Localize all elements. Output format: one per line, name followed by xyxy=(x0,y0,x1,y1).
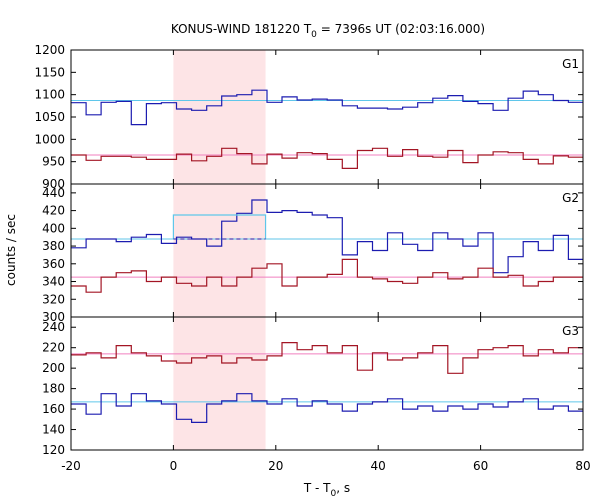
shaded-interval xyxy=(173,50,266,184)
series-red-step xyxy=(71,342,583,374)
shaded-interval xyxy=(173,317,266,450)
panel-label: G1 xyxy=(562,57,579,71)
y-tick-label: 300 xyxy=(42,310,65,324)
y-tick-label: 240 xyxy=(42,320,65,334)
x-tick-label: -20 xyxy=(61,459,81,473)
y-tick-label: 1000 xyxy=(34,132,65,146)
y-tick-label: 1150 xyxy=(34,65,65,79)
y-tick-label: 440 xyxy=(42,186,65,200)
y-tick-label: 400 xyxy=(42,221,65,235)
y-tick-label: 320 xyxy=(42,292,65,306)
x-tick-label: 60 xyxy=(473,459,488,473)
x-tick-label: 20 xyxy=(268,459,283,473)
step-fit-line xyxy=(172,214,267,239)
series-blue-step xyxy=(71,393,583,423)
y-tick-label: 420 xyxy=(42,204,65,218)
y-tick-label: 380 xyxy=(42,239,65,253)
y-tick-label: 1200 xyxy=(34,43,65,57)
x-tick-label: 40 xyxy=(371,459,386,473)
x-tick-label: 0 xyxy=(170,459,178,473)
series-blue-step xyxy=(71,89,583,126)
series-red-step xyxy=(71,147,583,169)
y-tick-label: 200 xyxy=(42,361,65,375)
panels-group: 900 950 1000 1050 1100 1150 1200 G1 300 320 340 360… xyxy=(34,43,584,457)
x-axis-label: T - T0, s xyxy=(303,481,350,499)
y-tick-label: 950 xyxy=(42,155,65,169)
panel-g1: 900 950 1000 1050 1100 1150 1200 G1 xyxy=(34,43,584,191)
y-tick-label: 140 xyxy=(42,423,65,437)
y-tick-label: 180 xyxy=(42,382,65,396)
y-axis-label: counts / sec xyxy=(4,214,18,286)
y-tick-label: 340 xyxy=(42,275,65,289)
series-red-step xyxy=(71,258,583,293)
series-blue-step xyxy=(71,199,583,274)
y-tick-label: 360 xyxy=(42,257,65,271)
panel-g3: 120 140 160 180 200 220 240 G3 xyxy=(42,316,584,457)
panel-frame xyxy=(70,183,584,318)
y-tick-label: 120 xyxy=(42,443,65,457)
panel-label: G3 xyxy=(562,324,579,338)
x-tick-label: 80 xyxy=(575,459,590,473)
y-tick-label: 220 xyxy=(42,341,65,355)
panel-label: G2 xyxy=(562,191,579,205)
panel-g2: 300 320 340 360 380 400 420 440 G2 xyxy=(42,183,584,324)
panel-frame xyxy=(70,316,584,451)
panel-frame xyxy=(70,49,584,185)
chart-title: KONUS-WIND 181220 T0 = 7396s UT (02:03:1… xyxy=(171,22,485,40)
y-tick-label: 900 xyxy=(42,177,65,191)
y-tick-label: 160 xyxy=(42,402,65,416)
shaded-interval xyxy=(173,184,266,317)
y-tick-label: 1050 xyxy=(34,110,65,124)
y-tick-label: 1100 xyxy=(34,88,65,102)
x-tick-labels: -20 0 20 40 60 80 xyxy=(61,459,590,473)
